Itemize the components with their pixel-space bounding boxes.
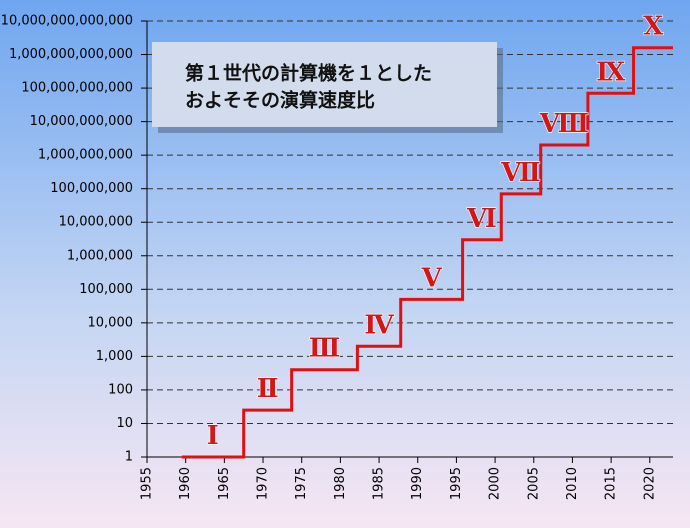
generation-label: Ⅶ [500, 158, 541, 188]
chart-title: 第１世代の計算機を１とした [185, 62, 432, 85]
x-tick-label: 1965 [217, 467, 232, 500]
x-tick-label: 2005 [526, 467, 541, 500]
x-tick-label: 1980 [333, 467, 348, 500]
x-tick-label: 2010 [565, 467, 580, 500]
x-tick-label: 1995 [449, 467, 464, 500]
generation-label: Ⅴ [421, 263, 443, 293]
generation-label: Ⅰ [207, 421, 219, 451]
y-tick-label: 10,000,000 [59, 215, 133, 230]
x-tick-label: 1975 [294, 467, 309, 500]
y-tick-label: 100,000,000 [50, 181, 133, 196]
x-tick-label: 2015 [604, 467, 619, 500]
x-tick-label: 1990 [410, 467, 425, 500]
y-tick-label: 100,000,000,000 [21, 81, 133, 96]
generation-label: Ⅹ [643, 12, 664, 42]
y-tick-label: 1,000,000 [67, 248, 133, 263]
y-tick-label: 1,000,000,000,000 [9, 47, 133, 62]
y-tick-label: 10 [116, 416, 133, 431]
generation-label: Ⅸ [596, 57, 626, 87]
y-tick-label: 10,000 [88, 315, 134, 330]
generation-label: Ⅳ [364, 310, 394, 340]
y-tick-label: 100,000 [79, 282, 133, 297]
x-tick-label: 1985 [372, 467, 387, 500]
x-tick-label: 1970 [256, 467, 271, 500]
y-tick-label: 1,000 [96, 349, 133, 364]
x-tick-label: 2000 [488, 467, 503, 500]
generation-label: Ⅵ [466, 204, 497, 234]
generation-label: Ⅱ [257, 374, 279, 404]
y-tick-label: 10,000,000,000,000 [1, 14, 133, 29]
y-tick-label: 1,000,000,000 [38, 148, 133, 163]
y-tick-label: 10,000,000,000 [30, 114, 133, 129]
x-tick-label: 1955 [140, 467, 155, 500]
title-box [152, 42, 497, 127]
x-tick-label: 1960 [178, 467, 193, 500]
step-line [181, 46, 673, 459]
y-tick-label: 1 [125, 450, 133, 465]
generation-label: Ⅲ [309, 334, 341, 364]
generation-label: Ⅷ [539, 109, 589, 139]
y-tick-label: 100 [108, 382, 133, 397]
x-tick-label: 2020 [642, 467, 657, 500]
chart-title: およそその演算速度比 [185, 89, 375, 112]
